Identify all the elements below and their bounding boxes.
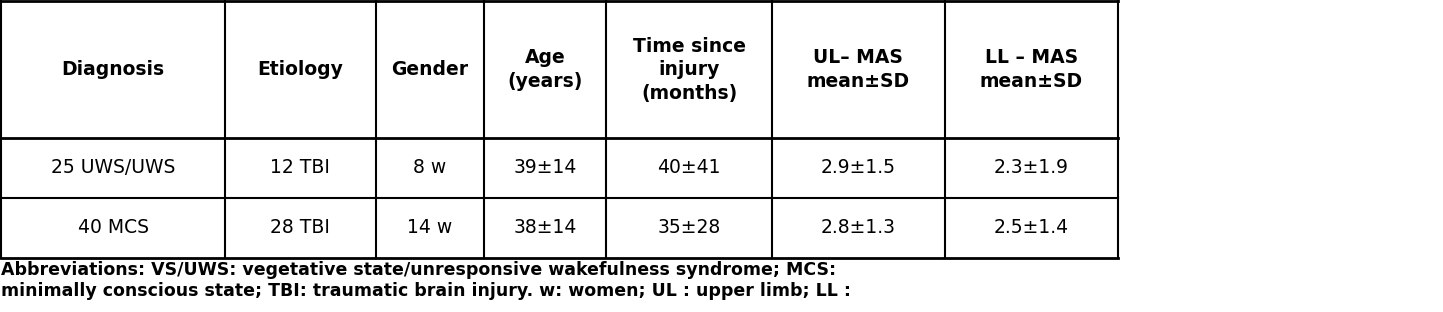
- Text: Gender: Gender: [391, 60, 469, 79]
- Text: 2.8±1.3: 2.8±1.3: [821, 218, 896, 237]
- Text: Time since
injury
(months): Time since injury (months): [632, 37, 746, 103]
- Text: 40±41: 40±41: [658, 158, 722, 178]
- Text: 12 TBI: 12 TBI: [270, 158, 330, 178]
- Text: 25 UWS/UWS: 25 UWS/UWS: [51, 158, 175, 178]
- Text: Age
(years): Age (years): [508, 48, 583, 91]
- Text: Etiology: Etiology: [257, 60, 343, 79]
- Text: UL– MAS
mean±SD: UL– MAS mean±SD: [807, 48, 911, 91]
- Text: 38±14: 38±14: [514, 218, 577, 237]
- Text: 39±14: 39±14: [514, 158, 577, 178]
- Text: Diagnosis: Diagnosis: [62, 60, 165, 79]
- Text: 2.5±1.4: 2.5±1.4: [994, 218, 1069, 237]
- Text: 14 w: 14 w: [407, 218, 453, 237]
- Text: 2.3±1.9: 2.3±1.9: [994, 158, 1069, 178]
- Text: 35±28: 35±28: [658, 218, 720, 237]
- Text: LL – MAS
mean±SD: LL – MAS mean±SD: [980, 48, 1082, 91]
- Text: 8 w: 8 w: [413, 158, 446, 178]
- Text: 40 MCS: 40 MCS: [78, 218, 149, 237]
- Text: 28 TBI: 28 TBI: [270, 218, 330, 237]
- Text: Abbreviations: VS/UWS: vegetative state/unresponsive wakefulness syndrome; MCS:
: Abbreviations: VS/UWS: vegetative state/…: [1, 261, 851, 300]
- Text: 2.9±1.5: 2.9±1.5: [821, 158, 896, 178]
